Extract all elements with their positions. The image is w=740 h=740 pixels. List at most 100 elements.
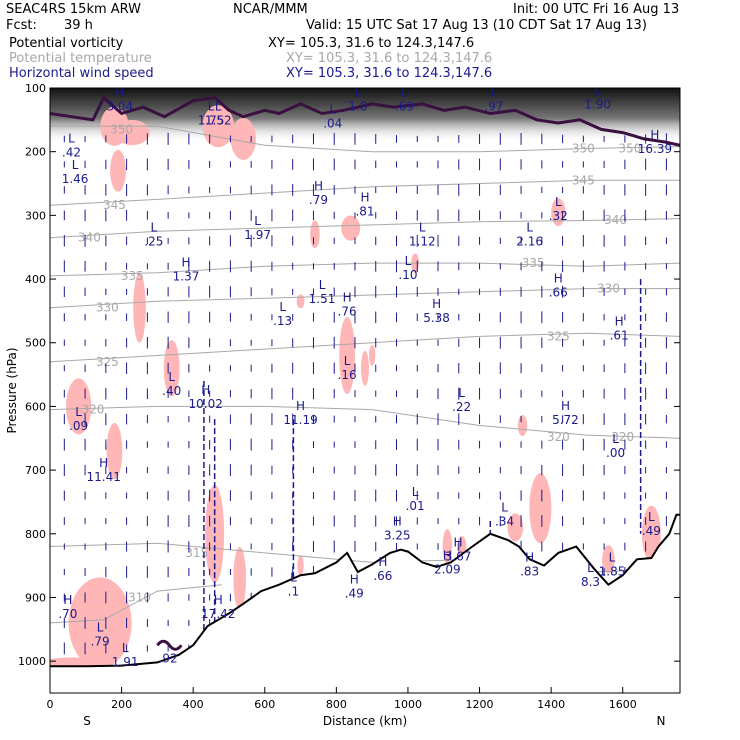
extremum-value: .04: [323, 117, 342, 131]
extremum-value: .70: [58, 607, 77, 621]
pv-fill-region: [205, 484, 225, 583]
theta-label: 330: [96, 301, 119, 315]
field-name-theta: Potential temperature: [9, 51, 152, 66]
extremum-letter: L: [354, 85, 361, 99]
extremum-value: 17.42: [201, 607, 235, 621]
extremum-value: 3.04: [106, 99, 133, 113]
theta-label: 320: [611, 430, 634, 444]
theta-label: 345: [572, 173, 595, 187]
theta-label: 340: [604, 213, 627, 227]
extremum-letter: L: [501, 501, 508, 515]
x-tick-label: 0: [47, 698, 54, 711]
pv-fill-region: [507, 513, 524, 542]
extremum-letter: L: [412, 485, 419, 499]
extremum-value: 11.19: [283, 413, 317, 427]
pv-fill-region: [106, 422, 123, 480]
pv-fill-region: [133, 272, 146, 343]
extremum-letter: L: [526, 220, 533, 234]
extremum-value: 1.97: [244, 228, 271, 242]
extremum-letter: H: [525, 550, 534, 564]
x-tick-label: 1600: [609, 698, 637, 711]
extremum-value: 11.41: [87, 470, 121, 484]
theta-isentrope-335: [50, 262, 680, 277]
extremum-letter: H: [214, 593, 223, 607]
field-name-pv: Potential vorticity: [9, 36, 124, 51]
extremum-value: 1.75: [198, 113, 225, 127]
extremum-value: .83: [520, 564, 539, 578]
pv-fill-region: [233, 546, 247, 610]
pv-fill-region: [341, 215, 361, 241]
extremum-letter: H: [454, 536, 463, 550]
extremum-value: 1.12: [409, 234, 436, 248]
extremum-letter: H: [63, 593, 72, 607]
pv-fill-region: [602, 545, 615, 574]
north-end-label: N: [657, 714, 666, 728]
pv-fill-region: [529, 473, 552, 544]
pv-fill-region: [296, 294, 305, 309]
extremum-letter: H: [650, 128, 659, 142]
pv-fill-region: [361, 350, 369, 386]
theta-label: 350: [572, 142, 595, 156]
extremum-value: .66: [549, 285, 568, 299]
extremum-letter: H: [296, 399, 305, 413]
extremum-letter: L: [254, 214, 261, 228]
y-tick-label: 600: [25, 400, 46, 413]
south-end-label: S: [83, 714, 91, 728]
extremum-value: .10: [398, 268, 417, 282]
pv-fill-region: [110, 149, 126, 192]
pv-fill-region: [339, 316, 355, 395]
theta-isentrope-330: [50, 288, 680, 309]
extremum-letter: L: [215, 99, 222, 113]
extremum-letter: L: [122, 641, 129, 655]
extremum-value: .42: [62, 145, 81, 159]
extremum-value: 1.90: [584, 98, 611, 112]
extremum-value: .69: [395, 99, 414, 113]
theta-label: 325: [96, 355, 119, 369]
field-xy-theta: XY= 105.3, 31.6 to 124.3,147.6: [286, 51, 493, 66]
fcst-label: Fcst:: [6, 18, 37, 33]
theta-label: 350: [618, 142, 641, 156]
y-tick-label: 100: [25, 82, 46, 95]
theta-isentrope-345: [50, 179, 680, 206]
extremum-letter: L: [75, 405, 82, 419]
valid-time: Valid: 15 UTC Sat 17 Aug 13 (10 CDT Sat …: [306, 18, 647, 33]
extremum-letter: L: [290, 571, 297, 585]
theta-label: 315: [185, 546, 208, 560]
extremum-letter: L: [609, 550, 616, 564]
init-time: Init: 00 UTC Fri 16 Aug 13: [513, 2, 680, 17]
extremum-value: .22: [452, 400, 471, 414]
extremum-letter: L: [491, 85, 498, 99]
extremum-value: .40: [162, 384, 181, 398]
y-tick-label: 700: [25, 464, 46, 477]
extremum-letter: H: [99, 456, 108, 470]
extremum-letter: L: [279, 300, 286, 314]
theta-isentrope-350: [50, 125, 680, 153]
y-axis-label: Pressure (hPa): [5, 347, 19, 433]
extremum-letter: L: [68, 131, 75, 145]
pv-fill-region: [297, 555, 304, 577]
y-tick-label: 1000: [18, 655, 46, 668]
theta-label: 320: [547, 430, 570, 444]
extremum-value: 1.91: [112, 655, 139, 669]
y-tick-label: 300: [25, 209, 46, 222]
pv-fill-region: [68, 577, 132, 669]
extremum-letter: H: [393, 515, 402, 529]
pv-fill-region: [517, 415, 528, 437]
extremum-value: 1.51: [309, 292, 336, 306]
pv-small-contour: [156, 639, 183, 651]
extremum-value: .81: [355, 205, 374, 219]
extremum-letter: L: [344, 354, 351, 368]
field-name-wind: Horizontal wind speed: [9, 66, 154, 81]
extremum-value: .79: [91, 634, 110, 648]
field-xy-wind: XY= 105.3, 31.6 to 124.3,147.6: [286, 66, 493, 81]
extremum-letter: L: [587, 561, 594, 575]
theta-isentrope-325: [50, 332, 680, 363]
extremum-value: .13: [273, 314, 292, 328]
x-tick-label: 400: [183, 698, 204, 711]
stratosphere-shading: [50, 88, 680, 143]
extremum-value: 5.72: [552, 413, 579, 427]
extremum-letter: H: [378, 555, 387, 569]
extremum-value: .16: [338, 368, 357, 382]
